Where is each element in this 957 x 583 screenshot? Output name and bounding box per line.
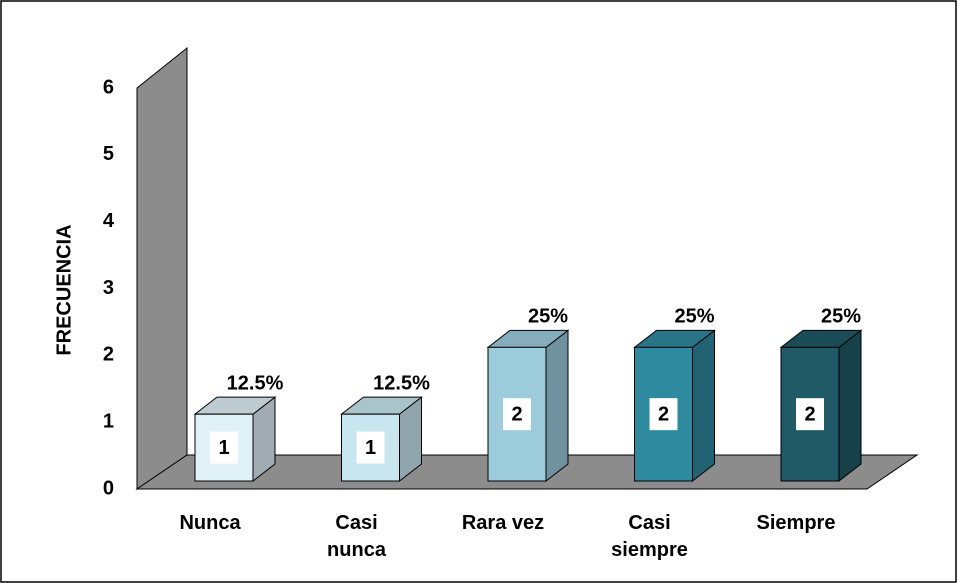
x-tick-label: Rara vez <box>461 512 545 534</box>
value-label: 1 <box>365 437 376 459</box>
value-label-box <box>356 431 385 464</box>
y-tick-label: 6 <box>103 76 114 98</box>
bar-side <box>838 329 862 483</box>
value-label: 2 <box>658 403 669 425</box>
percentage-label: 25% <box>528 306 568 328</box>
value-label: 2 <box>511 403 522 425</box>
x-tick-label: Nunca <box>179 512 241 534</box>
y-axis-title: FRECUENCIA <box>53 224 75 355</box>
y-tick-label: 4 <box>103 210 115 232</box>
value-label-box <box>796 398 824 431</box>
y-tick-label: 2 <box>103 344 114 366</box>
x-tick-label: Siempre <box>756 512 836 534</box>
value-label: 1 <box>218 437 229 459</box>
percentage-label: 25% <box>674 306 714 328</box>
x-tick-label: Casi siempre <box>611 512 688 561</box>
value-label-box <box>210 431 238 464</box>
bar-side <box>692 329 715 483</box>
y-tick-label: 1 <box>103 410 114 432</box>
y-tick-label: 3 <box>103 277 114 299</box>
back-wall <box>136 46 188 490</box>
value-label-box <box>503 398 531 431</box>
y-tick-label: 5 <box>103 143 114 165</box>
y-tick-label: 0 <box>103 477 114 499</box>
x-tick-label: Casi nunca <box>327 512 386 561</box>
percentage-label: 12.5% <box>373 372 430 394</box>
bar-side <box>545 329 569 483</box>
percentage-label: 12.5% <box>227 372 284 394</box>
value-label-box <box>649 398 678 431</box>
value-label: 2 <box>804 403 815 425</box>
percentage-label: 25% <box>821 306 861 328</box>
